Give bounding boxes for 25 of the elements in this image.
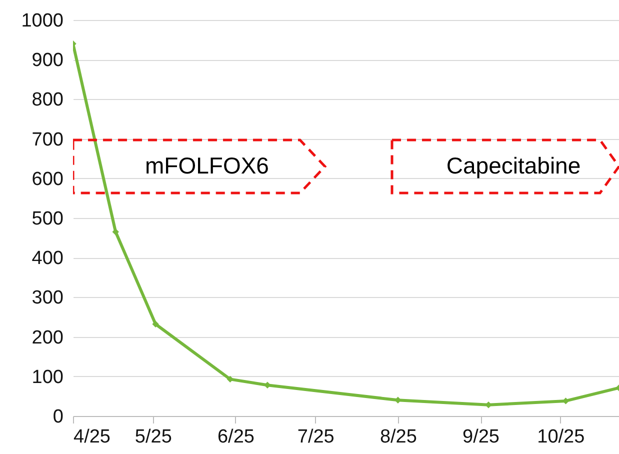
point: [112, 228, 119, 236]
x-tick-label: 4/25: [74, 426, 110, 448]
y-tick-label: 700: [32, 129, 64, 150]
x-tick-label: 5/25: [134, 426, 172, 448]
y-tick-label: 400: [32, 248, 64, 270]
x-tick-label: 7/25: [297, 426, 334, 448]
point: [485, 402, 492, 408]
y-tick-label: 300: [32, 288, 64, 309]
annotation: mFOLFOX6: [145, 152, 269, 178]
y-tick-label: 600: [32, 168, 64, 190]
x-tick-label: 10/25: [537, 426, 585, 448]
y-tick-label: 800: [32, 90, 64, 111]
point: [264, 382, 271, 388]
y-tick-label: 200: [32, 327, 64, 348]
point: [152, 320, 159, 328]
y-tick-label: 100: [32, 366, 64, 388]
y-tick-label: 0: [52, 406, 64, 428]
y-tick-label: 900: [32, 50, 64, 72]
x-tick-label: 8/25: [380, 426, 417, 448]
x-tick-label: 9/25: [462, 426, 500, 448]
y-tick-label: 1000: [21, 10, 64, 32]
point: [226, 376, 234, 383]
annotation: Capecitabine: [446, 152, 581, 178]
x-tick-label: 6/25: [217, 426, 254, 448]
y-tick-label: 500: [32, 208, 64, 230]
